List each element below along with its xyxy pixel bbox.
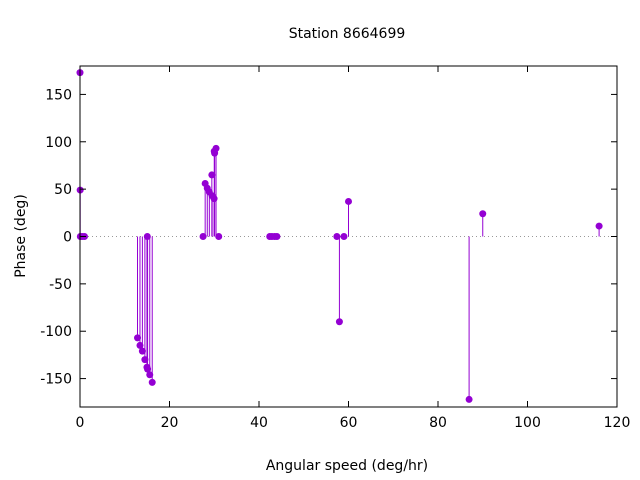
data-point-18	[208, 171, 216, 179]
x-tick-label-0: 0	[76, 415, 85, 431]
axis-ticks: 0 20 40 60 80 100 120 -150 -100 -50 0 50 100 150	[40, 66, 630, 431]
data-point-35	[595, 222, 603, 230]
x-axis-label: Angular speed (deg/hr)	[266, 458, 428, 474]
y-tick-label-0: -150	[40, 372, 72, 388]
data-point-7	[138, 347, 146, 355]
data-point-24	[215, 233, 223, 240]
data-point-23	[212, 144, 220, 152]
y-tick-label-5: 100	[45, 135, 72, 151]
data-point-31	[340, 233, 348, 240]
data-point-12	[146, 371, 154, 379]
chart-title: Station 8664699	[289, 26, 406, 42]
x-tick-label-1: 20	[161, 415, 179, 431]
data-point-34	[479, 210, 487, 218]
x-tick-label-6: 120	[604, 415, 631, 431]
y-tick-label-4: 50	[54, 182, 72, 198]
plot-area	[76, 69, 617, 403]
y-tick-label-1: -100	[40, 324, 72, 340]
x-tick-label-5: 100	[514, 415, 541, 431]
x-tick-label-2: 40	[250, 415, 268, 431]
data-point-32	[345, 197, 352, 205]
data-point-5	[134, 334, 142, 342]
data-point-33	[465, 395, 473, 403]
y-axis-label: Phase (deg)	[13, 194, 29, 278]
data-point-29	[333, 233, 341, 240]
data-point-13	[148, 378, 156, 386]
x-tick-label-3: 60	[340, 415, 358, 431]
data-point-30	[335, 318, 343, 326]
data-point-28	[273, 233, 281, 240]
x-tick-label-4: 80	[429, 415, 447, 431]
y-tick-label-6: 150	[45, 87, 72, 103]
y-tick-label-3: 0	[63, 230, 72, 246]
y-tick-label-2: -50	[49, 277, 72, 293]
data-point-6	[136, 341, 144, 349]
